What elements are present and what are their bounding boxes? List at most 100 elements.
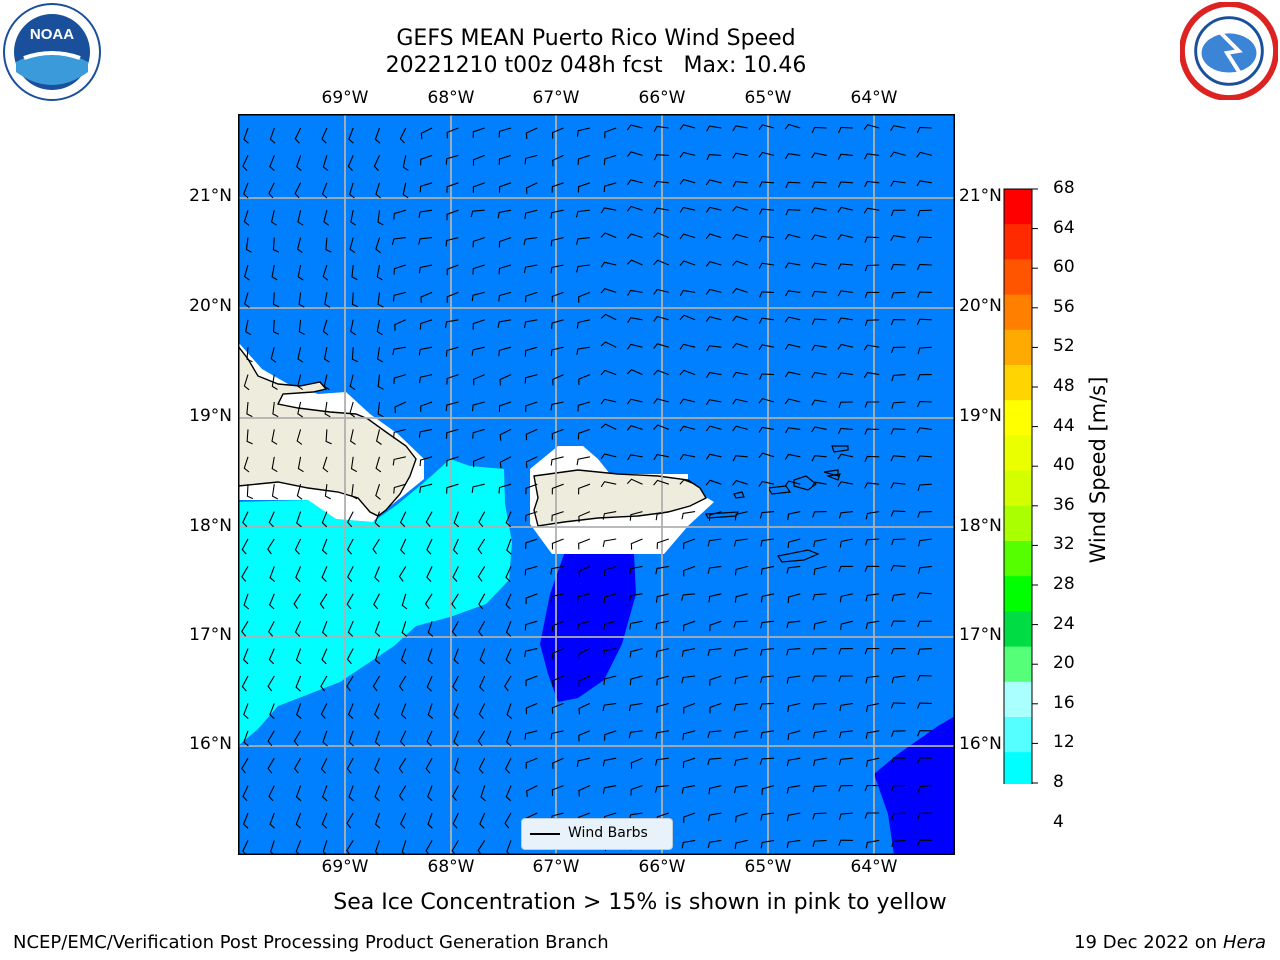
wind-barb [654, 757, 669, 766]
wind-barb [241, 757, 249, 774]
wind-barb [709, 620, 722, 632]
wind-barb [760, 812, 775, 821]
wind-barb [705, 316, 722, 322]
wind-barb [576, 346, 590, 356]
wind-barb [418, 237, 433, 245]
wind-barb [629, 675, 643, 686]
wind-barb [267, 675, 275, 692]
wind-barb [784, 398, 801, 405]
wind-barb [784, 316, 801, 323]
wind-barb [837, 126, 853, 134]
wind-barb [602, 785, 617, 794]
wind-barb [837, 153, 853, 160]
wind-barb [679, 124, 696, 130]
wind-barb [917, 565, 932, 574]
wind-barb [811, 207, 827, 214]
wind-barb [679, 233, 696, 240]
wind-barb [890, 209, 906, 217]
wind-barb [295, 675, 302, 692]
wind-barb [351, 347, 359, 363]
wind-barb [322, 155, 329, 172]
wind-barb [269, 127, 276, 144]
wind-barb [784, 262, 801, 269]
legend-label: Wind Barbs [568, 825, 648, 841]
wind-barb [349, 182, 355, 199]
wind-barb [452, 538, 459, 555]
wind-barb [655, 511, 669, 521]
wind-barb [733, 730, 748, 739]
wind-barb [917, 374, 932, 381]
wind-barb [245, 237, 252, 253]
wind-barb [916, 263, 932, 271]
wind-barb [656, 538, 669, 549]
wind-barb [890, 785, 906, 792]
wind-barb [679, 479, 696, 485]
wind-barb [758, 452, 775, 459]
wind-barb [478, 703, 486, 719]
wind-barb [478, 620, 486, 637]
wind-barb [393, 374, 406, 385]
wind-barb [418, 264, 433, 274]
wind-barb [269, 703, 275, 720]
map-legend: Wind Barbs [521, 818, 673, 850]
wind-barb [427, 648, 433, 665]
wind-barb [347, 155, 354, 171]
wind-barb [732, 425, 748, 432]
wind-barb [891, 401, 906, 409]
wind-barb [271, 374, 278, 390]
wind-barb [891, 593, 906, 602]
wind-barb [864, 153, 880, 160]
wind-barb [346, 757, 354, 774]
wind-barb [321, 538, 328, 555]
wind-barb [525, 675, 538, 687]
wind-barb [758, 151, 775, 158]
wind-barb [523, 264, 538, 274]
wind-barb [400, 703, 407, 720]
wind-barb [398, 785, 407, 801]
wind-barb [813, 538, 827, 548]
wind-barb [759, 291, 775, 298]
wind-barb [578, 565, 591, 578]
wind-barb [374, 511, 381, 528]
wind-barb [550, 565, 564, 575]
wind-barb [418, 209, 433, 219]
wind-barb [323, 347, 330, 363]
wind-barb [243, 264, 250, 281]
wind-barb [891, 538, 906, 546]
credit-left: NCEP/EMC/Verification Post Processing Pr… [13, 932, 609, 953]
wind-barb [426, 566, 433, 582]
wind-barb [348, 730, 354, 747]
lat-label-right: 17°N [959, 625, 1002, 645]
wind-barb [761, 785, 775, 795]
wind-barb [758, 235, 775, 243]
wind-barb [732, 125, 748, 132]
wind-barb [838, 839, 853, 847]
wind-barb [505, 730, 512, 747]
wind-barb [446, 483, 459, 494]
wind-barb [505, 620, 512, 637]
wind-barb [298, 319, 305, 335]
wind-barb [269, 566, 276, 583]
wind-barb [760, 730, 775, 739]
wind-barb [890, 620, 906, 627]
wind-barb [267, 538, 275, 555]
wind-barb [375, 182, 381, 199]
wind-barb [246, 401, 253, 418]
wind-barb [242, 155, 249, 171]
wind-barb [811, 371, 827, 379]
wind-barb [402, 155, 409, 171]
noaa-logo: NOAA [3, 3, 101, 101]
lat-label-right: 20°N [959, 296, 1002, 316]
wind-barb [446, 456, 459, 467]
wind-barb [653, 479, 669, 486]
wind-barb [400, 538, 407, 555]
wind-barb [683, 565, 696, 577]
wind-barb [427, 785, 433, 802]
wind-barb [293, 593, 302, 610]
colorbar-segment [1004, 681, 1032, 718]
wind-barb [600, 207, 617, 214]
wind-barb [321, 648, 328, 665]
wind-barb [324, 292, 331, 308]
colorbar-segment [1004, 400, 1032, 436]
wind-barb [499, 428, 512, 441]
